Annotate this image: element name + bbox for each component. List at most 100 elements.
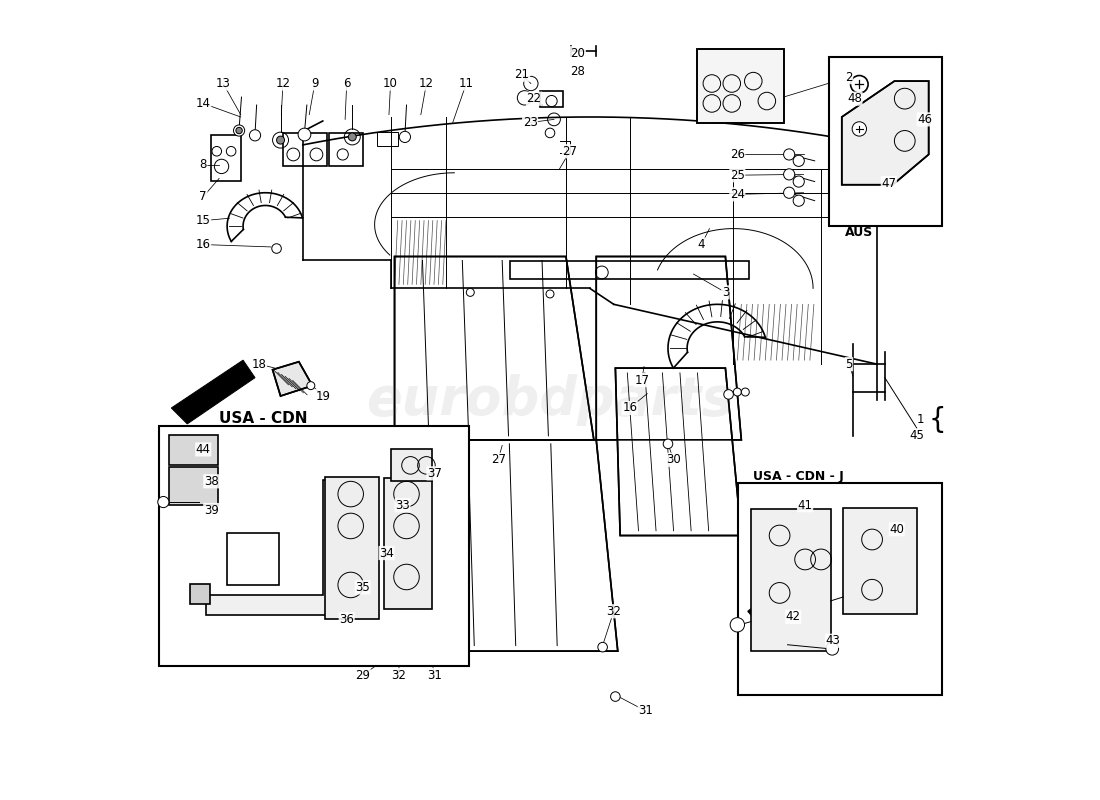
Bar (510, 262, 749, 279)
Circle shape (597, 642, 607, 652)
Bar (211, 134, 242, 181)
Circle shape (349, 133, 356, 141)
Bar (384, 478, 432, 609)
Polygon shape (395, 257, 594, 440)
Text: 16: 16 (196, 238, 211, 251)
Text: 39: 39 (204, 503, 219, 517)
Circle shape (298, 128, 311, 141)
Circle shape (307, 382, 315, 390)
Bar (697, 50, 783, 122)
Bar (227, 533, 279, 585)
Circle shape (783, 169, 794, 180)
Polygon shape (615, 368, 741, 535)
Circle shape (610, 692, 620, 702)
Text: 43: 43 (826, 634, 840, 647)
Text: 12: 12 (419, 77, 433, 90)
Text: 14: 14 (196, 97, 211, 110)
Text: 48: 48 (847, 92, 862, 105)
Polygon shape (392, 440, 618, 651)
Text: 22: 22 (527, 92, 541, 105)
Bar (751, 510, 830, 651)
Circle shape (783, 149, 794, 160)
Circle shape (793, 155, 804, 166)
Text: USA - CDN - J: USA - CDN - J (754, 470, 844, 483)
Text: 27: 27 (562, 145, 578, 158)
Bar (189, 584, 210, 604)
FancyBboxPatch shape (160, 426, 470, 666)
Text: 16: 16 (623, 402, 637, 414)
Text: 10: 10 (383, 77, 398, 90)
Bar (844, 509, 916, 614)
Bar (169, 435, 219, 466)
Bar (390, 450, 432, 482)
Circle shape (235, 127, 242, 134)
Text: 5: 5 (845, 358, 853, 370)
Circle shape (852, 122, 867, 136)
Text: 12: 12 (275, 77, 290, 90)
Text: 35: 35 (355, 581, 370, 594)
Circle shape (466, 288, 474, 296)
Text: 46: 46 (917, 113, 932, 126)
Circle shape (395, 644, 405, 654)
Circle shape (783, 187, 794, 198)
Text: 3: 3 (722, 286, 729, 299)
Text: eurobdparts: eurobdparts (366, 374, 734, 426)
Circle shape (663, 439, 673, 449)
Text: 19: 19 (316, 390, 330, 402)
Circle shape (399, 131, 410, 142)
Text: 21: 21 (515, 68, 529, 82)
Polygon shape (748, 571, 810, 627)
Text: 31: 31 (427, 669, 442, 682)
Text: 40: 40 (890, 522, 904, 536)
Text: 42: 42 (785, 610, 801, 623)
Text: {: { (928, 406, 946, 434)
Text: 32: 32 (392, 669, 406, 682)
Text: 9: 9 (311, 77, 319, 90)
Text: 20: 20 (571, 46, 585, 60)
Text: 15: 15 (196, 214, 210, 227)
Circle shape (734, 388, 741, 396)
Bar (697, 50, 783, 122)
Text: 27: 27 (491, 454, 506, 466)
Bar (326, 478, 379, 619)
Text: 44: 44 (196, 443, 211, 456)
Circle shape (276, 136, 285, 144)
Circle shape (250, 130, 261, 141)
Text: 30: 30 (667, 454, 681, 466)
Text: USA - CDN: USA - CDN (219, 410, 308, 426)
Circle shape (793, 195, 804, 206)
Text: 47: 47 (881, 177, 896, 190)
Text: 41: 41 (798, 498, 813, 512)
Circle shape (157, 497, 169, 508)
Text: 17: 17 (635, 374, 649, 386)
Polygon shape (273, 362, 312, 396)
Text: 38: 38 (204, 475, 219, 488)
Circle shape (233, 125, 244, 136)
Polygon shape (842, 81, 928, 185)
Text: 24: 24 (729, 188, 745, 201)
Text: 37: 37 (427, 467, 442, 480)
Text: 4: 4 (697, 238, 705, 251)
Text: AUS: AUS (845, 226, 873, 239)
Bar (169, 467, 219, 506)
Text: 29: 29 (355, 669, 371, 682)
Text: 33: 33 (395, 498, 410, 512)
Text: 32: 32 (606, 605, 621, 618)
Text: 6: 6 (343, 77, 351, 90)
Circle shape (793, 176, 804, 187)
Bar (283, 133, 327, 166)
Text: 7: 7 (199, 190, 207, 203)
Bar (540, 90, 563, 106)
Polygon shape (206, 480, 346, 615)
Text: 8: 8 (199, 158, 207, 171)
Text: 18: 18 (252, 358, 266, 370)
Circle shape (272, 244, 282, 254)
Circle shape (546, 290, 554, 298)
Polygon shape (596, 257, 741, 440)
Text: 31: 31 (638, 705, 653, 718)
Text: 28: 28 (571, 65, 585, 78)
Circle shape (826, 642, 838, 655)
Circle shape (724, 390, 734, 399)
Circle shape (730, 618, 745, 632)
Text: 26: 26 (729, 148, 745, 161)
